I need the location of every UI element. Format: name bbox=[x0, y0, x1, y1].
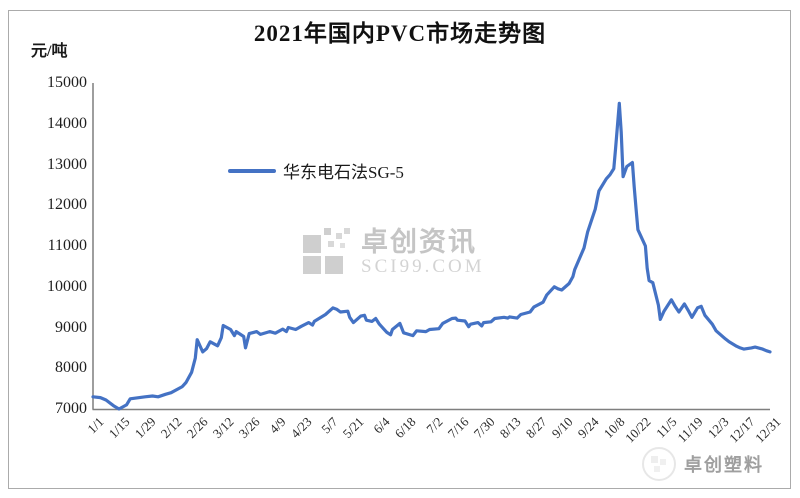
y-tick-label: 11000 bbox=[47, 237, 87, 254]
legend: 华东电石法SG-5 bbox=[228, 158, 404, 183]
chart-title: 2021年国内PVC市场走势图 bbox=[253, 21, 547, 46]
y-tick-label: 9000 bbox=[55, 318, 87, 336]
y-tick-label: 14000 bbox=[47, 114, 87, 132]
y-tick-label: 15000 bbox=[47, 74, 87, 91]
y-tick-label: 12000 bbox=[47, 196, 87, 214]
price-series-line bbox=[91, 101, 772, 411]
legend-series-label: 华东电石法SG-5 bbox=[283, 163, 404, 182]
y-tick-label: 8000 bbox=[55, 359, 87, 377]
y-tick-label: 10000 bbox=[47, 277, 87, 295]
y-tick-label: 13000 bbox=[47, 155, 87, 173]
y-axis-unit-label: 元/吨 bbox=[31, 43, 68, 60]
y-tick-label: 7000 bbox=[55, 400, 87, 417]
legend-line-sample bbox=[228, 168, 276, 173]
